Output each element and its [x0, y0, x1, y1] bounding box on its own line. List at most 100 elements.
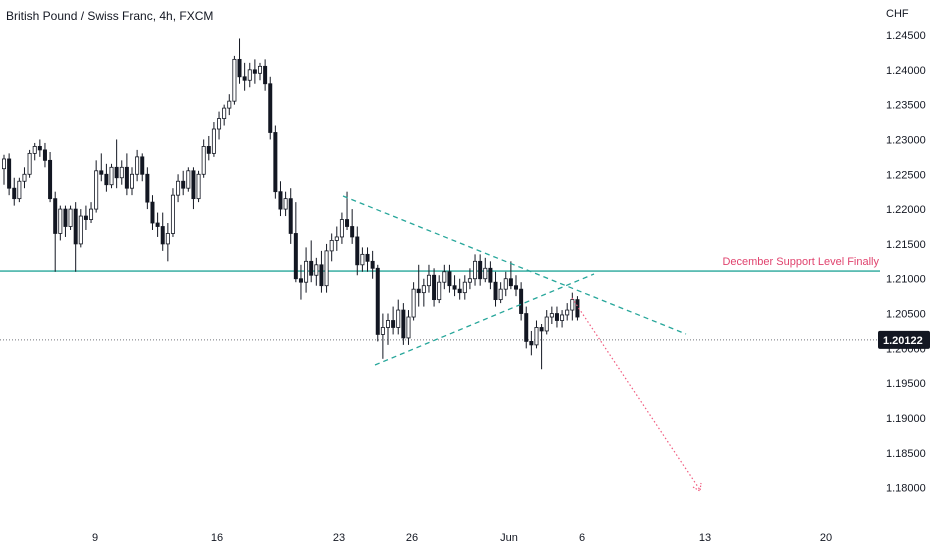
- candle: [426, 264, 431, 293]
- candle: [186, 167, 191, 192]
- candles: [2, 38, 580, 370]
- candle: [565, 303, 570, 321]
- candle: [544, 310, 549, 335]
- candle: [252, 59, 257, 84]
- candle: [283, 191, 288, 217]
- candle: [519, 282, 524, 321]
- candle: [196, 170, 201, 203]
- candle: [432, 268, 437, 307]
- candle: [442, 264, 447, 290]
- candle: [99, 153, 104, 182]
- candle-body: [288, 198, 293, 234]
- candle-body: [155, 222, 160, 227]
- candle-body: [32, 146, 37, 154]
- time-tick-label: Jun: [500, 532, 518, 544]
- price-axis[interactable]: CHF 1.24500 1.24000 1.23500 1.23000 1.22500 1.…: [886, 8, 926, 495]
- candle-body: [416, 288, 421, 294]
- candle-body: [488, 267, 493, 283]
- candle: [447, 264, 452, 293]
- candle: [237, 38, 242, 84]
- candle-body: [222, 107, 227, 119]
- candle-body: [206, 146, 211, 154]
- projection-arrowhead: [692, 482, 702, 492]
- last-price-tag: 1.20122: [878, 330, 930, 349]
- candle: [135, 149, 140, 182]
- candle-body: [119, 166, 124, 179]
- candle-body: [145, 173, 150, 203]
- candle-body: [503, 278, 508, 290]
- candle-body: [544, 316, 549, 332]
- candle-body: [319, 264, 324, 287]
- candle: [22, 167, 27, 189]
- candle: [37, 139, 42, 157]
- candle-body: [426, 274, 431, 287]
- candle-body: [263, 65, 268, 85]
- candle: [145, 167, 150, 210]
- candle: [473, 254, 478, 286]
- time-tick-label: 13: [699, 532, 711, 544]
- candle-body: [529, 340, 534, 346]
- candle: [263, 59, 268, 91]
- candle: [288, 188, 293, 244]
- candle: [114, 139, 119, 189]
- candle-body: [478, 260, 483, 280]
- candle: [488, 261, 493, 290]
- candle-body: [176, 180, 181, 196]
- drawings[interactable]: [342, 195, 702, 492]
- candle-body: [17, 180, 22, 200]
- candle: [2, 154, 7, 185]
- candle: [242, 62, 247, 91]
- candle: [401, 303, 406, 345]
- candle-body: [135, 156, 140, 175]
- candle-body: [140, 156, 145, 175]
- candle: [232, 55, 237, 105]
- candle: [339, 212, 344, 244]
- support-label: December Support Level Finally: [722, 256, 879, 268]
- candle: [503, 271, 508, 297]
- candle: [411, 282, 416, 321]
- candle-body: [201, 146, 206, 175]
- candle: [560, 310, 565, 328]
- price-tick-label: 1.19500: [886, 378, 926, 390]
- candle: [375, 264, 380, 342]
- candle-body: [554, 313, 559, 321]
- candle: [416, 264, 421, 307]
- candle-body: [237, 58, 242, 78]
- candle: [483, 257, 488, 283]
- candle-body: [391, 320, 396, 328]
- candle-body: [396, 309, 401, 328]
- candle-body: [2, 158, 7, 170]
- candle-body: [493, 281, 498, 301]
- candle: [309, 240, 314, 283]
- candle-body: [457, 288, 462, 294]
- candle-body: [283, 198, 288, 210]
- candle-body: [42, 149, 47, 161]
- candle-body: [360, 253, 365, 266]
- candle: [160, 212, 165, 251]
- candle-body: [273, 132, 278, 193]
- candle-body: [314, 264, 319, 276]
- candle-body: [421, 285, 426, 294]
- candle-body: [293, 233, 298, 280]
- candle-body: [247, 69, 252, 81]
- candle-body: [514, 285, 519, 290]
- candle: [58, 205, 63, 241]
- candle-body: [99, 170, 104, 175]
- candle: [83, 205, 88, 230]
- candle-body: [375, 267, 380, 335]
- candle-body: [385, 320, 390, 328]
- candle-body: [334, 236, 339, 241]
- candle: [247, 62, 252, 88]
- candle: [355, 226, 360, 276]
- candle: [329, 233, 334, 262]
- candle-body: [365, 253, 370, 262]
- time-axis[interactable]: 9 16 23 26 Jun 6 13 20: [92, 532, 832, 544]
- candle: [73, 202, 78, 272]
- support-level[interactable]: December Support Level Finally: [0, 256, 880, 272]
- candle: [304, 247, 309, 293]
- candle-body: [232, 58, 237, 102]
- triangle-lower-line: [374, 273, 595, 366]
- candle: [12, 177, 17, 206]
- projection-line: [571, 297, 701, 491]
